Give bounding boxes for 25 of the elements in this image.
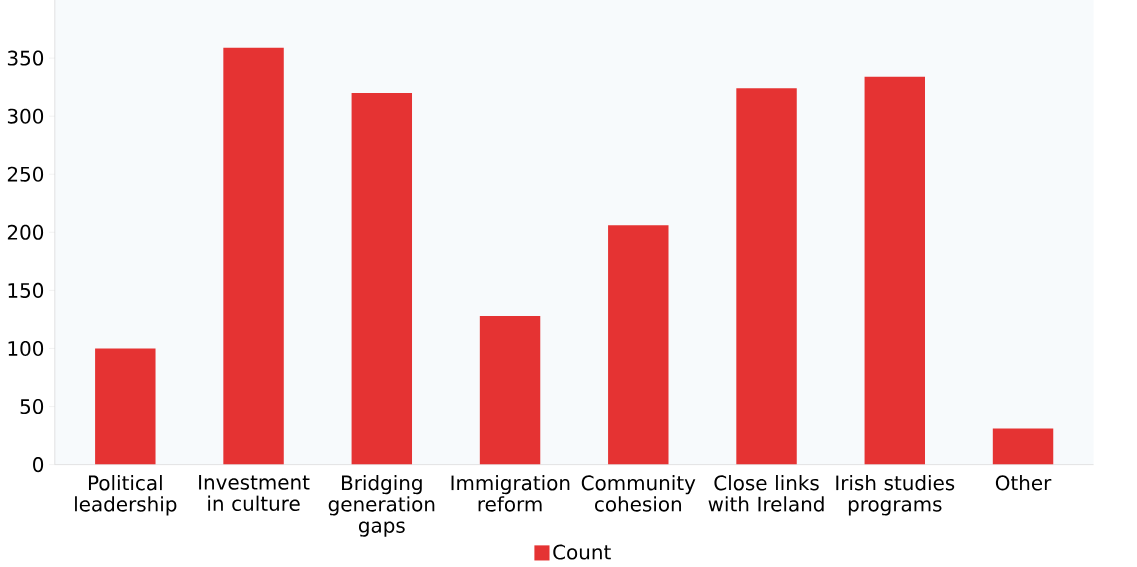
x-tick-label: Immigration reform (451, 475, 570, 512)
y-tick-label: 50 (20, 399, 44, 415)
x-tick-label: Community cohesion (581, 475, 696, 512)
legend-label: Count (553, 544, 611, 560)
bar (351, 93, 413, 465)
bar (223, 47, 284, 465)
y-tick-label: 300 (7, 108, 44, 124)
x-tick-label: Bridging generation gaps (328, 475, 435, 537)
bar (479, 316, 541, 465)
x-tick-label: Close links with Ireland (708, 475, 824, 512)
x-tick-label: Investment in culture (199, 475, 310, 512)
bar (736, 88, 797, 465)
x-tick-label: Political leadership (75, 475, 177, 516)
y-tick-label: 100 (8, 341, 44, 357)
x-tick-label: Irish studies programs (836, 475, 955, 516)
y-tick-label: 250 (7, 166, 44, 182)
y-tick-label: 150 (8, 283, 44, 299)
x-tick-label: Other (995, 475, 1052, 491)
bar (95, 348, 156, 465)
bar (608, 225, 669, 465)
y-tick-label: 350 (7, 50, 44, 66)
y-tick-label: 0 (33, 457, 44, 473)
y-tick-label: 200 (7, 224, 44, 241)
bar (992, 428, 1054, 465)
bar (864, 76, 925, 465)
